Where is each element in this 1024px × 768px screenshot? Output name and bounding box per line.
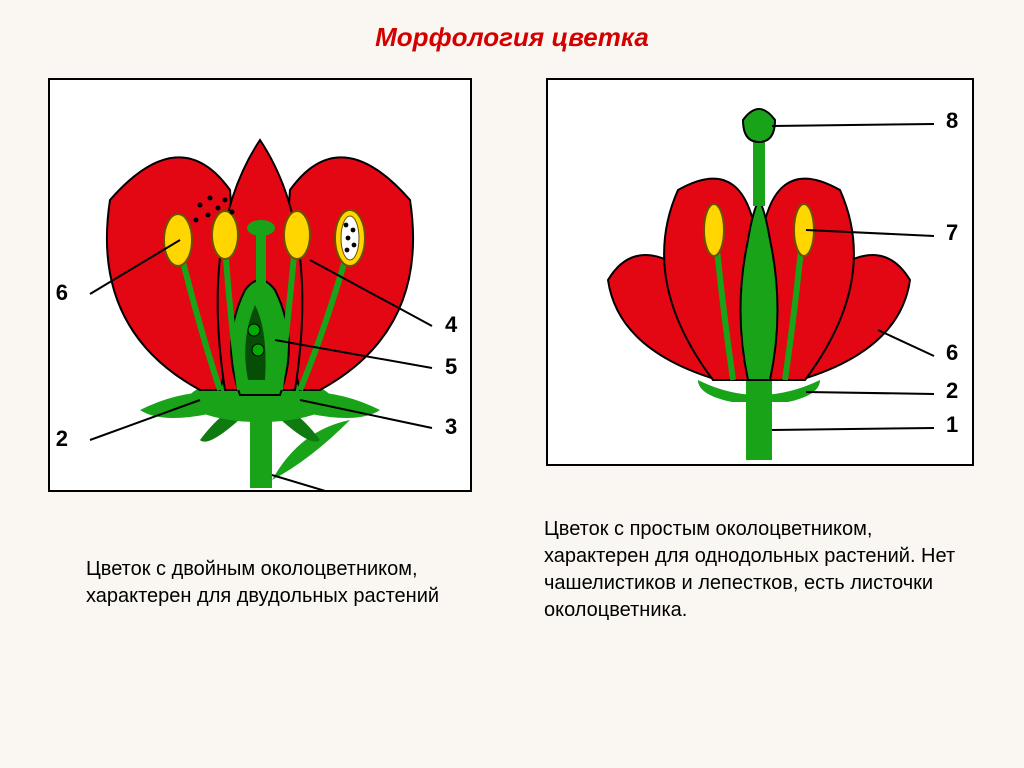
right-flower-diagram: 1 2 6 7 8 <box>548 80 972 464</box>
svg-text:8: 8 <box>946 108 958 133</box>
svg-text:6: 6 <box>946 340 958 365</box>
svg-text:3: 3 <box>445 414 457 439</box>
svg-text:6: 6 <box>56 280 68 305</box>
style <box>753 142 765 206</box>
svg-text:2: 2 <box>946 378 958 403</box>
svg-text:7: 7 <box>946 220 958 245</box>
style <box>256 230 266 292</box>
ovule <box>252 344 264 356</box>
right-caption: Цветок с простым околоцветником, характе… <box>544 516 964 624</box>
stem <box>746 378 772 460</box>
right-diagram-frame: 1 2 6 7 8 <box>546 78 974 466</box>
svg-text:2: 2 <box>56 426 68 451</box>
stigma <box>743 109 775 142</box>
page: Морфология цветка <box>0 0 1024 768</box>
ovule <box>248 324 260 336</box>
left-caption: Цветок с двойным околоцветником, характе… <box>86 556 446 610</box>
svg-text:5: 5 <box>445 354 457 379</box>
svg-text:1: 1 <box>946 412 958 437</box>
stigma <box>247 220 275 236</box>
label-numbers-right: 1 2 6 7 8 <box>946 108 958 437</box>
svg-text:4: 4 <box>445 312 458 337</box>
left-flower-diagram: 1 2 3 4 5 6 <box>50 80 470 490</box>
left-diagram-frame: 1 2 3 4 5 6 <box>48 78 472 492</box>
page-title: Морфология цветка <box>0 22 1024 53</box>
